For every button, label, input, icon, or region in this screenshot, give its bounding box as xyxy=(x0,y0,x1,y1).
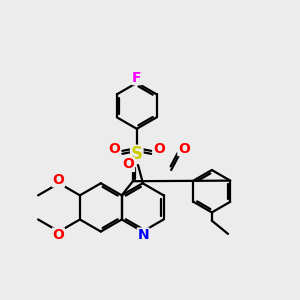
Text: O: O xyxy=(154,142,165,155)
Text: O: O xyxy=(52,173,64,187)
Text: O: O xyxy=(123,158,134,171)
Text: N: N xyxy=(137,228,149,242)
Text: O: O xyxy=(178,142,190,155)
Text: S: S xyxy=(131,146,143,164)
Text: O: O xyxy=(52,228,64,242)
Text: O: O xyxy=(108,142,120,155)
Text: F: F xyxy=(132,70,142,85)
